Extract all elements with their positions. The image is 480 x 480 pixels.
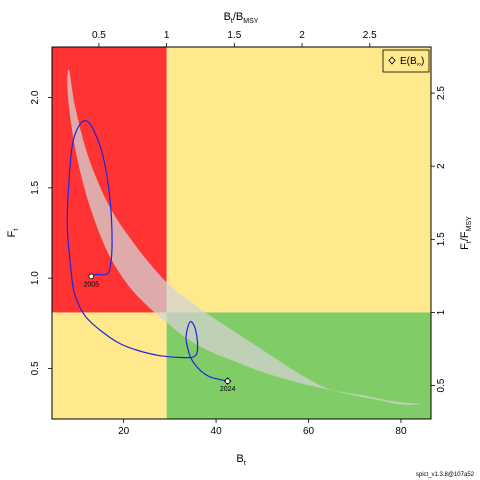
version-footer: spict_v1.3.8@107a52 (415, 472, 474, 478)
axes-group: 20 40 60 80 0.5 1.0 1.5 2.0 0.5 1 1.5 2 2.5 0.5 1 1.5 2 2… (30, 30, 447, 437)
top-tick-label: 2.5 (363, 30, 377, 41)
x-tick-label: 60 (303, 426, 315, 437)
x-tick-label: 20 (118, 426, 130, 437)
top-tick-label: 1.5 (227, 30, 241, 41)
top-tick-label: 0.5 (92, 30, 106, 41)
y-axis-label: Ft (6, 229, 20, 238)
plot-frame (51, 46, 432, 420)
zones (52, 47, 431, 419)
x-tick-label: 80 (395, 426, 407, 437)
x-tick-label: 40 (211, 426, 223, 437)
y-tick-label: 0.5 (30, 361, 41, 375)
y-tick-label: 1.0 (30, 271, 41, 285)
year-label-2005: 2005 (83, 281, 99, 288)
right-tick-label: 1.5 (436, 232, 447, 246)
right-tick-label: 1 (436, 309, 447, 315)
zone-overfished (52, 312, 167, 419)
legend-diamond-icon (388, 56, 396, 65)
y-tick-label: 2.0 (30, 90, 41, 104)
y-tick-label: 1.5 (30, 180, 41, 194)
trajectory-line (66, 120, 228, 382)
legend: E(B∞) (382, 49, 430, 73)
x-axis-label: Bt (236, 453, 245, 467)
legend-box (382, 49, 430, 73)
top-tick-label: 2 (299, 30, 305, 41)
marks-group: 2005 2024 (83, 273, 236, 393)
trajectory-group (66, 120, 228, 382)
legend-label: E(B∞) (400, 56, 424, 68)
right-tick-label: 2 (436, 163, 447, 169)
right-tick-label: 2.5 (436, 86, 447, 100)
top-axis-label: Bt/BMSY (224, 11, 259, 25)
right-axis-label: Ft/FMSY (459, 216, 473, 250)
zone-overfishing (166, 47, 431, 313)
year-point-2024 (224, 378, 231, 384)
year-point-2005 (88, 273, 95, 280)
year-label-2024: 2024 (220, 386, 236, 393)
top-tick-label: 1 (164, 30, 170, 41)
right-tick-label: 0.5 (436, 378, 447, 392)
